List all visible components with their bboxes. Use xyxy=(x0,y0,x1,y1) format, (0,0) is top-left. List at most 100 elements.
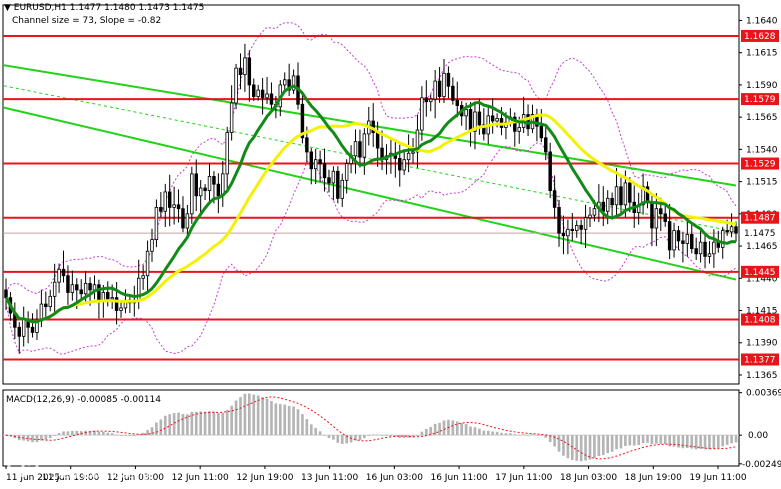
level-tag xyxy=(741,313,779,326)
macd-histogram-bar xyxy=(177,412,180,436)
price-tick-label: 1.1415 xyxy=(746,307,778,317)
macd-histogram-bar xyxy=(495,431,499,436)
macd-histogram-bar xyxy=(619,435,623,449)
candle-body xyxy=(83,283,88,295)
macd-histogram-bar xyxy=(194,411,198,436)
candle-body xyxy=(672,230,676,251)
macd-histogram-bar xyxy=(203,411,207,436)
ma-yellow-line xyxy=(4,113,737,324)
level-tag-label: 1.1408 xyxy=(744,316,776,326)
candle-body xyxy=(566,228,570,237)
macd-histogram-bar xyxy=(509,433,512,436)
candle-body xyxy=(729,226,734,233)
macd-histogram-bar xyxy=(296,409,300,436)
candle-body xyxy=(79,289,83,295)
macd-histogram-bar xyxy=(641,435,645,444)
level-tag xyxy=(741,353,779,366)
macd-histogram-bar xyxy=(212,411,216,436)
candle-body xyxy=(685,234,690,244)
candle-body xyxy=(185,213,190,229)
macd-histogram-bar xyxy=(26,435,30,442)
price-tick-label: 1.1440 xyxy=(746,274,778,284)
channel-info: Channel size = 73, Slope = -0.82 xyxy=(12,16,162,26)
candle-body xyxy=(287,79,291,91)
candle-body xyxy=(300,103,305,139)
candle-body xyxy=(725,230,729,233)
macd-histogram-bar xyxy=(31,435,34,443)
macd-histogram-bar xyxy=(159,419,163,436)
candle-body xyxy=(428,98,433,103)
macd-histogram-bar xyxy=(548,435,552,443)
macd-histogram-bar xyxy=(584,435,587,461)
level-tag-label: 1.1628 xyxy=(744,32,776,42)
macd-histogram-bar xyxy=(455,421,459,436)
candle-body xyxy=(252,84,256,97)
candle-body xyxy=(734,226,738,234)
macd-histogram-bar xyxy=(283,404,287,436)
candle-body xyxy=(291,75,296,91)
candle-body xyxy=(703,241,707,257)
candle-body xyxy=(375,132,380,149)
macd-histogram-bar xyxy=(97,431,101,436)
macd-histogram-bar xyxy=(433,423,437,436)
macd-histogram-bar xyxy=(566,435,570,459)
macd-histogram-bar xyxy=(491,431,494,436)
macd-histogram-bar xyxy=(526,434,530,436)
candle-body xyxy=(172,204,176,208)
macd-histogram-bar xyxy=(464,424,468,436)
macd-histogram-bar xyxy=(442,420,446,436)
macd-histogram-bar xyxy=(221,412,225,436)
macd-histogram-bar xyxy=(646,435,649,443)
candle-body xyxy=(517,127,521,132)
macd-histogram-bar xyxy=(385,435,388,437)
macd-histogram-bar xyxy=(562,435,565,456)
candle-body xyxy=(203,187,207,192)
macd-histogram-bar xyxy=(513,434,517,436)
time-tick-label: 11 Jun 19:00 xyxy=(42,473,99,483)
candle-body xyxy=(561,232,566,237)
candle-body xyxy=(190,173,194,215)
candle-body xyxy=(119,307,123,311)
macd-histogram-bar xyxy=(411,435,415,438)
macd-histogram-bar xyxy=(681,435,685,449)
macd-histogram-bar xyxy=(239,397,242,436)
candle-body xyxy=(48,295,52,308)
macd-histogram-bar xyxy=(186,414,189,436)
candle-body xyxy=(592,208,597,216)
macd-histogram-bar xyxy=(686,435,689,448)
time-tick-label: 13 Jun 11:00 xyxy=(301,473,358,483)
macd-histogram-bar xyxy=(243,393,247,436)
macd-histogram-bar xyxy=(256,395,260,436)
macd-histogram-bar xyxy=(655,435,658,444)
level-tag-label: 1.1487 xyxy=(744,214,776,224)
candle-body xyxy=(473,111,477,132)
level-tag xyxy=(741,211,779,224)
candle-body xyxy=(575,225,579,231)
macd-histogram-bar xyxy=(128,435,132,436)
candle-body xyxy=(21,319,26,337)
level-tag xyxy=(741,157,779,170)
channel-mid-line xyxy=(3,85,737,233)
macd-histogram-bar xyxy=(309,424,313,436)
candle-body xyxy=(331,170,336,184)
macd-histogram-bar xyxy=(168,414,172,436)
macd-histogram-bar xyxy=(597,435,601,457)
candle-body xyxy=(676,230,681,242)
candle-body xyxy=(610,197,614,206)
price-tick-label: 1.1390 xyxy=(746,339,778,349)
candle-body xyxy=(583,217,588,230)
candle-body xyxy=(198,187,203,197)
macd-histogram-bar xyxy=(601,435,605,456)
candle-body xyxy=(623,182,628,206)
price-tick-label: 1.1465 xyxy=(746,242,778,252)
macd-histogram-bar xyxy=(500,432,503,436)
level-tag xyxy=(741,93,779,106)
instaforex-logo-icon xyxy=(7,442,39,478)
bollinger-upper-line xyxy=(5,22,737,295)
instaforex-watermark: instaforex Instant Forex Trading xyxy=(6,439,181,485)
macd-histogram-bar xyxy=(278,404,282,436)
price-tick-label: 1.1565 xyxy=(746,113,778,123)
candle-body xyxy=(216,183,221,197)
level-tag-label: 1.1579 xyxy=(744,95,776,105)
